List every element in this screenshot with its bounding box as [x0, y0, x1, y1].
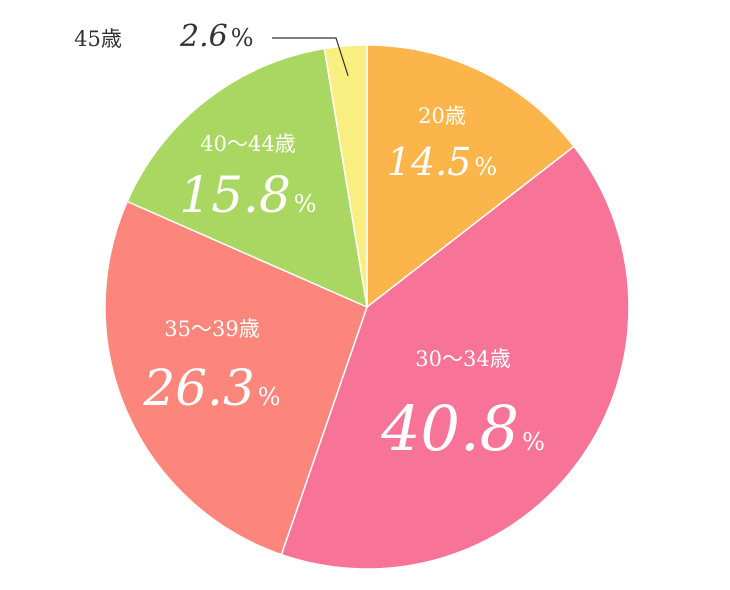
slice-category-label: 20歳 — [418, 104, 466, 128]
slice-label-group-3: 35～39歳 26.3% — [142, 317, 280, 417]
slice-value-label: 14.5% — [387, 140, 497, 184]
leader-line — [272, 37, 349, 76]
slice-label-group-4: 40～44歳 15.8% — [179, 132, 316, 224]
pie-slice-3 — [104, 200, 368, 556]
slice-value-label: 2.6% — [179, 19, 254, 54]
pie-slice-4 — [126, 47, 368, 309]
slice-label-group-2: 30～34歳 40.8% — [380, 347, 545, 465]
pie-slices — [104, 44, 630, 570]
slice-value-label: 40.8% — [380, 392, 545, 465]
slice-category-label: 35～39歳 — [164, 317, 259, 341]
slice-value-label: 26.3% — [142, 359, 280, 417]
slice-label-group-1: 20歳 14.5% — [387, 104, 497, 184]
pie-labels: 20歳 14.5 % 30～34歳 40.8 % 35～39歳 26.3 % 40～44歳 15.8… — [74, 19, 545, 465]
pie-slice-5 — [323, 44, 368, 308]
pie-slice-2 — [280, 145, 630, 570]
slice-category-label: 40～44歳 — [200, 132, 295, 156]
slice-label-group-5: 45歳 2.6% — [74, 19, 349, 76]
slice-category-label: 45歳 — [74, 27, 122, 51]
pie-slice-1 — [366, 44, 576, 309]
slice-category-label: 30～34歳 — [415, 347, 510, 371]
slice-value-label: 15.8% — [179, 166, 316, 224]
